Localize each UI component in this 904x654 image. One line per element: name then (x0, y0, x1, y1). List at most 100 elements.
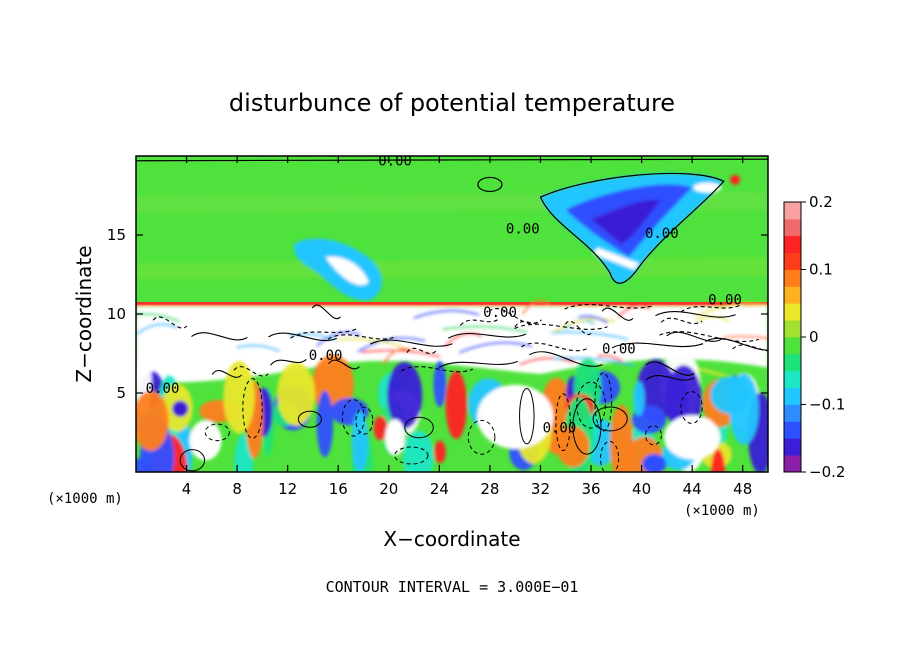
x-axis: 4 8 12 16 20 24 28 32 36 40 44 48 (182, 156, 752, 498)
contour-low-8 (394, 446, 429, 465)
upper-red-spot (730, 174, 741, 185)
x-tick-label-0: 4 (182, 480, 192, 498)
colorbar-swatch-6 (784, 353, 801, 372)
colorbar-label-2: 0 (809, 328, 819, 346)
x-tick-label-11: 48 (733, 480, 752, 498)
chart-title: disturbunce of potential temperature (229, 89, 675, 117)
lower-cell-69 (136, 390, 169, 451)
mid-streak-12 (337, 337, 403, 348)
lower-cell-58 (351, 411, 369, 472)
mid-streak-25 (723, 335, 768, 340)
mid-streak-13 (413, 309, 480, 320)
y-axis: 5 10 15 (107, 226, 768, 402)
colorbar-label-3: −0.1 (809, 396, 845, 414)
mid-streak-16 (617, 304, 652, 318)
x-tick-label-8: 36 (581, 480, 600, 498)
contour-low-17 (572, 398, 602, 455)
contour-low-9 (576, 381, 606, 429)
contour-mid-24 (328, 359, 360, 370)
contour-mid-7 (211, 369, 242, 378)
lower-white-0 (477, 384, 554, 449)
lower-cell-12 (316, 390, 334, 458)
anomaly-field (136, 173, 768, 472)
y-axis-title: Z−coordinate (72, 245, 96, 382)
mid-streak-20 (597, 354, 625, 364)
contour-low-13 (592, 406, 628, 432)
lower-white-3 (385, 419, 406, 456)
contour-mid-19 (268, 332, 338, 342)
mid-streak-14 (442, 325, 528, 334)
lower-cell-64 (277, 362, 315, 426)
contour-mid-4 (327, 334, 397, 340)
colorbar-swatch-9 (784, 303, 801, 321)
colorbar-swatch-10 (784, 286, 801, 304)
contour-mid-1 (369, 339, 453, 347)
colorbar-label-4: −0.2 (809, 463, 845, 481)
contour-low-15 (680, 391, 703, 424)
colorbar: 0.2 0.1 0 −0.1 −0.2 (783, 193, 845, 481)
contour-label-5: 0.00 (309, 348, 343, 364)
contour-interval-note: CONTOUR INTERVAL = 3.000E−01 (326, 578, 579, 596)
contour-label-3: 0.00 (483, 305, 517, 321)
lower-cell-11 (445, 370, 468, 440)
lower-cell-52 (434, 440, 446, 464)
lower-blue-spot (642, 454, 667, 472)
contour-label-1: 0.00 (506, 221, 540, 237)
contour-label-6: 0.00 (602, 342, 636, 358)
contour-mid-10 (401, 366, 473, 373)
lower-white-1 (664, 415, 721, 460)
colorbar-swatch-2 (784, 421, 801, 439)
contour-mid-17 (448, 332, 527, 339)
colorbar-swatch-15 (784, 202, 801, 220)
contour-mid-0 (660, 317, 703, 325)
mid-streak-7 (315, 331, 361, 348)
contour-low-3 (341, 399, 365, 437)
contour-low-0 (600, 440, 620, 472)
contour-mid-13 (311, 304, 341, 320)
x-tick-label-6: 28 (480, 480, 499, 498)
contour-low-6 (204, 423, 230, 442)
x-tick-label-5: 24 (430, 480, 449, 498)
colorbar-swatch-11 (784, 269, 801, 287)
x-tick-label-10: 44 (683, 480, 702, 498)
colorbar-swatch-5 (784, 370, 801, 389)
lower-cell-60 (610, 404, 633, 472)
lower-layer (136, 349, 768, 472)
y-tick-label-2: 15 (107, 226, 126, 244)
y-tick-label-0: 5 (116, 384, 126, 402)
contour-mid-2 (438, 360, 518, 368)
contour-mid-33 (564, 320, 592, 336)
upper-plume-white (593, 247, 640, 270)
x-unit-left: (×1000 m) (47, 491, 123, 507)
x-tick-label-9: 40 (632, 480, 651, 498)
contour-mid-11 (611, 342, 704, 349)
contour-low-2 (519, 388, 535, 445)
mid-streak-19 (694, 302, 768, 318)
contour-mid-26 (680, 304, 742, 313)
mid-streak-5 (553, 317, 616, 334)
contour-mid-15 (459, 317, 501, 326)
contour-low-14 (467, 419, 496, 455)
mid-streak-11 (236, 344, 281, 353)
lower-cell-10 (402, 430, 434, 472)
lower-cell-47 (386, 362, 423, 429)
contour-low-10 (297, 410, 322, 428)
mid-streak-10 (357, 336, 426, 353)
contour-mid-22 (406, 347, 437, 355)
colorbar-swatch-3 (784, 404, 801, 422)
contour-mid-14 (655, 311, 736, 318)
colorbar-swatch-1 (784, 438, 801, 456)
contour-mid-20 (659, 331, 759, 342)
colorbar-label-0: 0.2 (809, 193, 833, 211)
contour-label-8: 0.00 (543, 421, 577, 437)
upper-plume-white-2 (693, 182, 722, 193)
contour-mid-30 (514, 319, 542, 328)
contour-low-5 (242, 378, 263, 439)
lower-cell-57 (373, 416, 388, 441)
contour-low-11 (179, 449, 206, 472)
mid-streak-15 (288, 333, 337, 342)
contour-mid-27 (529, 351, 603, 367)
x-unit-right: (×1000 m) (684, 503, 760, 519)
mid-streak-8 (578, 315, 609, 324)
colorbar-swatch-4 (784, 387, 801, 405)
